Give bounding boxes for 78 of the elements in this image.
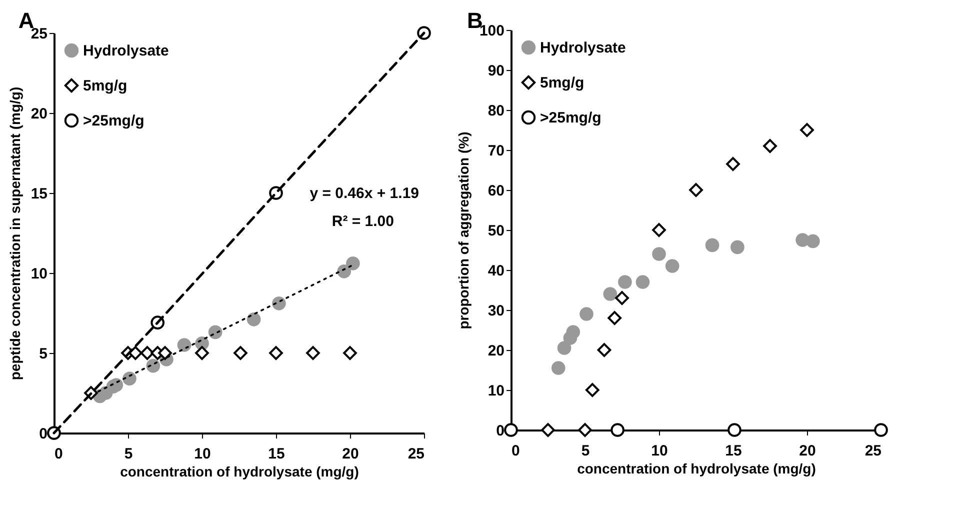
point bbox=[763, 139, 777, 153]
legend-label: 5mg/g bbox=[540, 74, 584, 92]
point bbox=[618, 275, 632, 289]
point bbox=[806, 234, 820, 248]
point bbox=[665, 259, 680, 273]
point bbox=[726, 157, 740, 171]
y-tick-label: 50 bbox=[488, 222, 504, 240]
y-tick-label: 10 bbox=[30, 266, 48, 282]
point bbox=[730, 240, 744, 254]
point bbox=[636, 275, 650, 289]
y-tick-label: 70 bbox=[488, 142, 504, 160]
point bbox=[246, 312, 261, 326]
point bbox=[541, 423, 555, 437]
x-tick-label: 5 bbox=[124, 446, 133, 462]
x-tick-label: 20 bbox=[342, 446, 359, 462]
x-tick-label: 0 bbox=[512, 442, 520, 460]
point bbox=[578, 423, 592, 437]
point bbox=[306, 346, 320, 360]
point bbox=[504, 423, 518, 437]
point bbox=[337, 264, 351, 278]
point bbox=[800, 123, 814, 137]
x-tick-label: 10 bbox=[194, 446, 211, 462]
y-tick-label: 0 bbox=[496, 422, 504, 440]
point bbox=[234, 346, 248, 360]
x-axis-title: concentration of hydrolysate (mg/g) bbox=[120, 464, 359, 480]
point bbox=[652, 247, 666, 261]
y-tick-label: 30 bbox=[488, 302, 504, 320]
legend-label: >25mg/g bbox=[540, 110, 602, 126]
point bbox=[122, 372, 136, 386]
y-axis-title: proportion of aggregation (%) bbox=[455, 132, 472, 330]
y-tick-label: 60 bbox=[488, 182, 504, 200]
point bbox=[689, 183, 703, 197]
point bbox=[346, 256, 360, 270]
annotation: y = 0.46x + 1.19 bbox=[310, 185, 419, 202]
point bbox=[269, 346, 283, 360]
x-tick-label: 15 bbox=[268, 446, 285, 462]
legend-label: >25mg/g bbox=[83, 112, 144, 130]
point bbox=[597, 343, 612, 357]
annotation: R² = 1.00 bbox=[332, 213, 394, 230]
point bbox=[608, 311, 622, 325]
point bbox=[615, 291, 629, 305]
y-tick-label: 0 bbox=[39, 426, 48, 442]
y-tick-label: 20 bbox=[30, 106, 48, 122]
legend-label: 5mg/g bbox=[83, 78, 128, 94]
y-tick-label: 40 bbox=[488, 262, 504, 280]
point bbox=[705, 238, 720, 252]
chart-title: B bbox=[466, 8, 483, 33]
point bbox=[585, 383, 600, 397]
x-tick-label: 25 bbox=[408, 446, 424, 462]
point bbox=[177, 338, 192, 352]
x-tick-label: 0 bbox=[54, 446, 63, 462]
y-tick-label: 5 bbox=[39, 346, 48, 362]
y-tick-label: 20 bbox=[488, 342, 504, 360]
legend-label: Hydrolysate bbox=[83, 42, 169, 60]
point bbox=[551, 361, 566, 375]
x-tick-label: 5 bbox=[581, 442, 590, 460]
point bbox=[566, 325, 580, 339]
y-tick-label: 10 bbox=[488, 382, 504, 400]
point bbox=[610, 423, 624, 437]
point bbox=[580, 307, 594, 321]
x-tick-label: 25 bbox=[864, 442, 882, 460]
point bbox=[158, 346, 172, 360]
x-tick-label: 15 bbox=[725, 442, 742, 460]
point bbox=[652, 223, 666, 237]
x-axis-title: concentration of hydrolysate (mg/g) bbox=[577, 460, 816, 476]
point bbox=[557, 341, 572, 355]
point bbox=[195, 346, 209, 360]
point bbox=[874, 423, 888, 437]
y-tick-label: 80 bbox=[488, 102, 504, 120]
point bbox=[728, 423, 742, 437]
point bbox=[603, 287, 618, 301]
point bbox=[343, 346, 357, 360]
x-tick-label: 20 bbox=[799, 442, 816, 460]
legend-label: Hydrolysate bbox=[540, 40, 626, 56]
y-axis-title: peptide concentration in supernatant (mg/g) bbox=[6, 86, 23, 380]
y-tick-label: 90 bbox=[488, 62, 504, 80]
y-tick-label: 15 bbox=[30, 186, 48, 202]
x-tick-label: 10 bbox=[651, 442, 668, 460]
